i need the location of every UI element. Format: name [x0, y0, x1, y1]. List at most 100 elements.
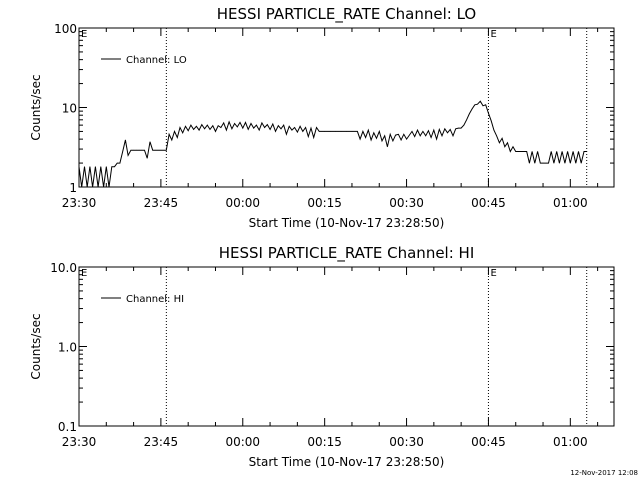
series-point-lo — [365, 137, 366, 138]
series-point-lo — [215, 131, 216, 132]
series-point-lo — [138, 149, 140, 151]
series-point-lo — [253, 127, 254, 129]
plot-frame-lo — [78, 27, 615, 188]
series-point-lo — [553, 162, 555, 164]
series-point-lo — [387, 146, 388, 148]
series-point-lo — [310, 127, 312, 129]
x-tick-label-lo: 23:45 — [144, 196, 179, 210]
series-point-lo — [529, 162, 530, 164]
series-point-lo — [583, 151, 585, 152]
series-point-lo — [447, 132, 448, 134]
series-point-lo — [515, 151, 516, 152]
series-point-lo — [540, 162, 541, 164]
series-point-lo — [261, 122, 263, 124]
series-point-lo — [313, 137, 315, 138]
series-point-lo — [144, 149, 145, 151]
series-point-lo — [89, 166, 91, 167]
series-point-lo — [474, 104, 476, 106]
series-point-lo — [570, 162, 571, 164]
series-point-lo — [499, 142, 500, 144]
series-point-lo — [318, 131, 320, 132]
series-point-lo — [92, 186, 93, 188]
series-point-lo — [548, 162, 549, 164]
series-line-lo — [78, 100, 587, 188]
series-point-lo — [373, 132, 375, 134]
series-point-lo — [346, 131, 347, 132]
series-point-lo — [103, 186, 104, 188]
y-tick-label-hi: 1.0 — [58, 341, 77, 355]
series-point-lo — [108, 186, 110, 188]
series-point-lo — [245, 122, 246, 123]
series-point-lo — [297, 131, 298, 133]
series-point-lo — [116, 162, 118, 164]
series-point-lo — [196, 126, 197, 127]
series-point-lo — [247, 129, 249, 130]
series-point-lo — [534, 162, 536, 164]
series-point-lo — [335, 131, 336, 132]
series-point-lo — [299, 126, 301, 127]
series-point-lo — [550, 151, 552, 152]
series-point-lo — [141, 149, 143, 151]
series-point-lo — [379, 131, 380, 132]
x-tick-label-hi: 00:30 — [389, 435, 424, 449]
series-point-lo — [559, 162, 560, 164]
series-point-lo — [228, 121, 230, 123]
series-point-lo — [463, 124, 465, 126]
x-tick-label-hi: 00:45 — [471, 435, 506, 449]
series-point-lo — [329, 131, 331, 132]
series-point-lo — [376, 138, 377, 139]
series-point-lo — [460, 127, 462, 129]
series-point-lo — [127, 155, 129, 156]
series-point-lo — [242, 127, 244, 129]
series-point-lo — [556, 151, 557, 152]
series-point-lo — [425, 135, 427, 137]
series-point-lo — [504, 146, 506, 148]
y-tick-label-hi: 10.0 — [50, 261, 77, 275]
series-point-lo — [171, 139, 173, 141]
series-point-lo — [155, 149, 156, 151]
series-point-lo — [520, 151, 522, 152]
series-point-lo — [316, 127, 317, 128]
series-point-lo — [280, 128, 282, 130]
series-point-lo — [357, 131, 358, 132]
x-axis-label-hi: Start Time (10-Nov-17 23:28:50) — [249, 455, 445, 469]
series-point-lo — [458, 127, 459, 129]
event-marker-hi: E — [81, 268, 87, 279]
series-point-lo — [444, 128, 446, 130]
series-point-lo — [256, 124, 257, 126]
series-point-lo — [389, 134, 391, 135]
series-point-lo — [234, 123, 235, 124]
event-marker-lo: E — [81, 29, 87, 40]
series-point-lo — [439, 129, 440, 130]
series-point-lo — [578, 151, 579, 152]
series-point-lo — [368, 129, 369, 131]
series-point-lo — [526, 151, 527, 152]
series-point-lo — [398, 134, 399, 135]
series-point-lo — [275, 131, 276, 132]
x-tick-label-lo: 00:45 — [471, 196, 506, 210]
series-point-lo — [220, 127, 222, 128]
series-point-lo — [201, 124, 203, 125]
x-tick-label-lo: 00:00 — [225, 196, 260, 210]
series-point-lo — [452, 135, 454, 137]
series-point-lo — [168, 134, 170, 135]
series-point-lo — [510, 151, 511, 152]
y-axis-label-lo: Counts/sec — [29, 74, 43, 140]
series-point-lo — [417, 129, 418, 131]
series-point-lo — [84, 166, 85, 167]
series-point-lo — [490, 120, 492, 122]
series-point-lo — [97, 186, 99, 188]
series-point-lo — [269, 129, 271, 130]
x-tick-label-lo: 01:00 — [553, 196, 588, 210]
event-marker-lo: E — [490, 29, 496, 40]
series-point-lo — [561, 151, 563, 152]
y-tick-label-lo: 10 — [62, 102, 77, 116]
series-point-lo — [119, 162, 121, 164]
series-point-lo — [469, 113, 470, 115]
series-point-lo — [231, 128, 233, 130]
series-point-lo — [480, 100, 481, 102]
series-point-lo — [204, 128, 205, 130]
chart-title-lo: HESSI PARTICLE_RATE Channel: LO — [217, 5, 476, 24]
x-tick-label-lo: 00:30 — [389, 196, 424, 210]
series-point-lo — [207, 124, 208, 126]
